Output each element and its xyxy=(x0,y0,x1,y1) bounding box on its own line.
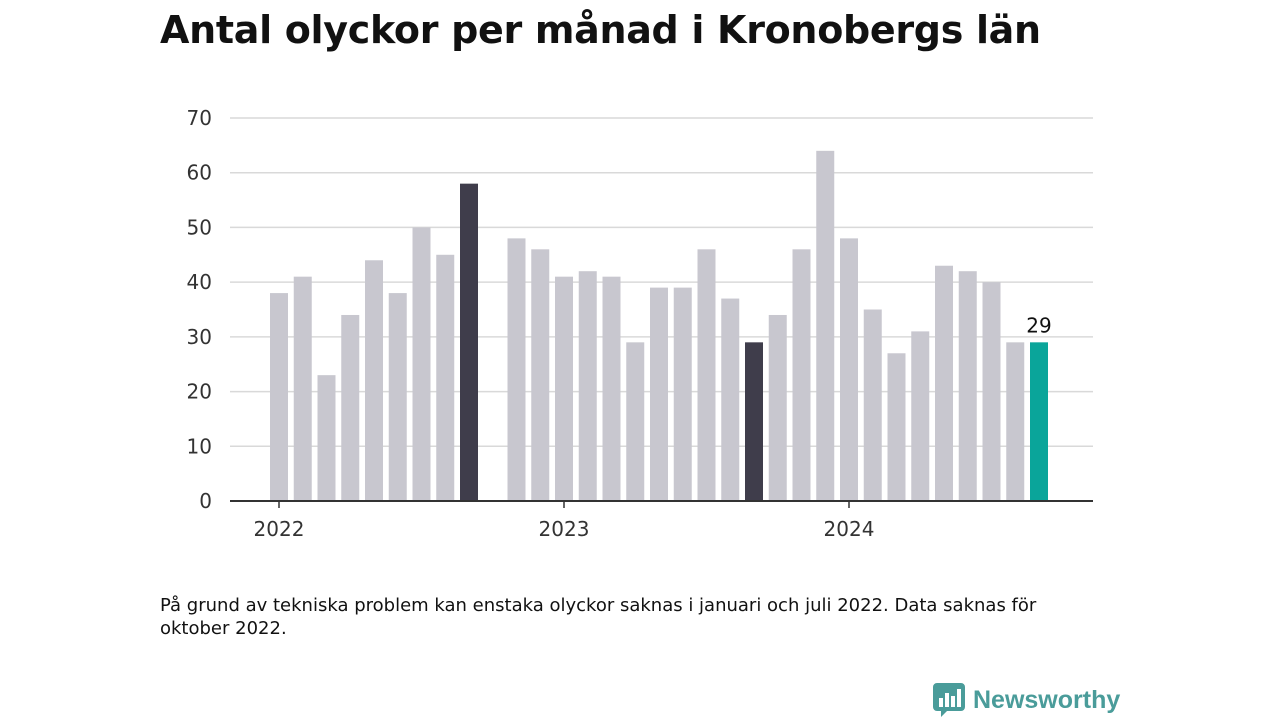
bar xyxy=(792,249,811,501)
bar xyxy=(887,353,906,501)
bar xyxy=(460,183,478,501)
bar xyxy=(768,314,787,501)
bar xyxy=(626,342,645,501)
bar xyxy=(388,293,407,501)
y-tick-label: 40 xyxy=(187,270,212,294)
y-tick-label: 70 xyxy=(187,106,212,130)
chart-title: Antal olyckor per månad i Kronobergs län xyxy=(160,8,1041,52)
bar xyxy=(911,331,930,501)
x-tick-label: 2022 xyxy=(254,517,305,541)
x-tick-label: 2023 xyxy=(539,517,590,541)
y-tick-label: 60 xyxy=(187,161,212,185)
y-tick-label: 30 xyxy=(187,325,212,349)
bar xyxy=(507,238,526,501)
newsworthy-brand: Newsworthy xyxy=(933,683,1120,717)
bar xyxy=(365,260,383,501)
bar xyxy=(531,249,550,501)
bar xyxy=(840,238,858,501)
y-tick-label: 10 xyxy=(187,434,212,458)
bar xyxy=(578,271,597,501)
bar xyxy=(982,282,1001,501)
bar xyxy=(412,227,431,501)
bar xyxy=(1030,342,1048,501)
bar xyxy=(745,342,763,501)
bar xyxy=(436,254,455,501)
footnote: På grund av tekniska problem kan enstaka… xyxy=(160,595,1037,639)
bar xyxy=(1006,342,1025,501)
bar xyxy=(721,298,740,501)
bar xyxy=(863,309,882,501)
x-tick-label: 2024 xyxy=(824,517,875,541)
bar xyxy=(816,150,835,502)
data-label: 29 xyxy=(1026,313,1051,337)
bar xyxy=(270,293,288,501)
bar xyxy=(935,265,953,501)
bar xyxy=(958,271,977,501)
bar xyxy=(673,287,692,501)
y-tick-label: 0 xyxy=(199,489,212,513)
bar xyxy=(555,276,573,501)
bar xyxy=(650,287,668,501)
brand-name: Newsworthy xyxy=(973,685,1121,714)
newsworthy-logo-icon xyxy=(933,683,965,717)
bar xyxy=(602,276,621,501)
bar xyxy=(317,375,336,501)
y-tick-label: 20 xyxy=(187,380,212,404)
y-tick-label: 50 xyxy=(187,215,212,239)
bar xyxy=(341,314,360,501)
bar xyxy=(293,276,312,501)
bar xyxy=(697,249,716,501)
